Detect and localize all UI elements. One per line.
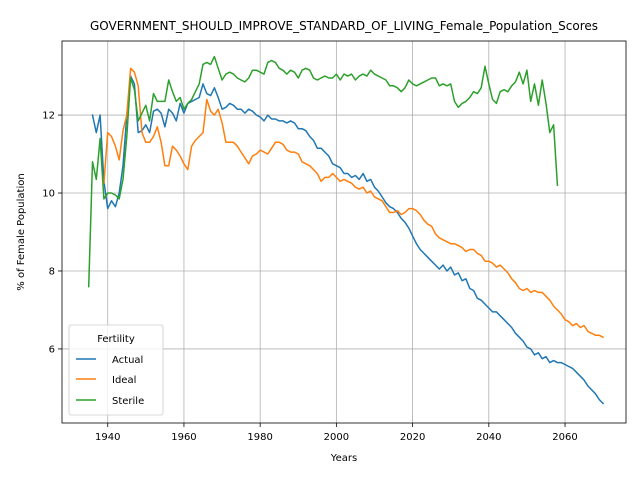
x-tick-label-2060: 2060 (552, 432, 577, 443)
x-tick-label-2000: 2000 (324, 432, 349, 443)
x-axis: 1940 1960 1980 2000 2020 2040 2060 (95, 423, 578, 443)
series-line-sterile (87, 55, 559, 288)
x-tick-label-2020: 2020 (400, 432, 425, 443)
legend: Fertility Actual Ideal Sterile (68, 324, 164, 416)
series-line-ideal (103, 67, 605, 339)
legend-title: Fertility (97, 334, 135, 345)
y-axis: 6 8 10 12 (42, 111, 62, 355)
legend-label-actual: Actual (112, 355, 143, 366)
legend-box (68, 324, 164, 416)
legend-label-ideal: Ideal (112, 375, 136, 386)
y-tick-label-6: 6 (49, 344, 55, 355)
y-tick-label-12: 12 (42, 111, 55, 122)
x-tick-label-1960: 1960 (171, 432, 196, 443)
series-line-actual (91, 75, 605, 405)
legend-label-sterile: Sterile (112, 396, 144, 407)
x-axis-label: Years (330, 453, 357, 464)
plot-frame (61, 40, 627, 424)
y-tick-label-10: 10 (42, 189, 55, 200)
x-tick-label-1940: 1940 (95, 432, 120, 443)
y-axis-label: % of Female Population (16, 173, 27, 290)
x-tick-label-2040: 2040 (476, 432, 501, 443)
y-tick-label-8: 8 (49, 266, 55, 277)
chart-title: GOVERNMENT_SHOULD_IMPROVE_STANDARD_OF_LI… (90, 19, 598, 33)
x-tick-label-1980: 1980 (247, 432, 272, 443)
series-layer (87, 55, 605, 405)
